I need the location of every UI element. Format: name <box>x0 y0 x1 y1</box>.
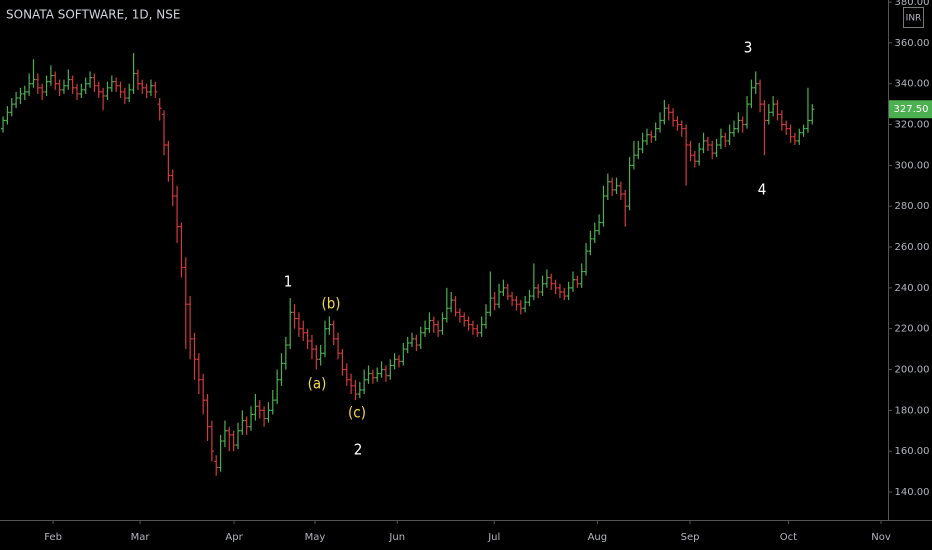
chart-title: SONATA SOFTWARE, 1D, NSE <box>6 8 180 22</box>
y-tick-label: 300.00 <box>895 160 930 171</box>
y-tick-label: 320.00 <box>895 120 930 131</box>
x-tick-label: Feb <box>44 532 62 543</box>
x-tick-label: Jul <box>487 532 500 543</box>
last-price-label: 327.50 <box>894 104 929 115</box>
y-tick-label: 160.00 <box>895 446 930 457</box>
y-tick-label: 200.00 <box>895 365 930 376</box>
x-tick-label: May <box>305 532 326 543</box>
wave-label: 1 <box>284 273 293 291</box>
currency-box <box>903 7 924 28</box>
wave-label: 2 <box>354 441 363 459</box>
x-tick-label: Sep <box>681 532 700 543</box>
wave-label: 3 <box>744 39 753 57</box>
wave-label: (a) <box>308 375 327 393</box>
wave-label: 4 <box>758 181 767 199</box>
currency-label: INR <box>906 14 922 24</box>
wave-label: (c) <box>348 404 366 422</box>
y-tick-label: 180.00 <box>895 405 930 416</box>
x-tick-label: Aug <box>588 532 608 543</box>
wave-label: (b) <box>321 295 340 313</box>
x-tick-label: Apr <box>225 532 243 543</box>
x-tick-label: Nov <box>871 532 891 543</box>
y-tick-label: 280.00 <box>895 201 930 212</box>
x-tick-label: Oct <box>780 532 797 543</box>
y-tick-label: 340.00 <box>895 79 930 90</box>
y-tick-label: 380.00 <box>895 0 930 8</box>
x-tick-label: Mar <box>131 532 151 543</box>
last-price-box <box>889 100 932 119</box>
y-tick-label: 220.00 <box>895 324 930 335</box>
y-tick-label: 140.00 <box>895 487 930 498</box>
y-tick-label: 360.00 <box>895 38 930 49</box>
x-tick-label: Jun <box>388 532 405 543</box>
y-tick-label: 260.00 <box>895 242 930 253</box>
y-tick-label: 240.00 <box>895 283 930 294</box>
